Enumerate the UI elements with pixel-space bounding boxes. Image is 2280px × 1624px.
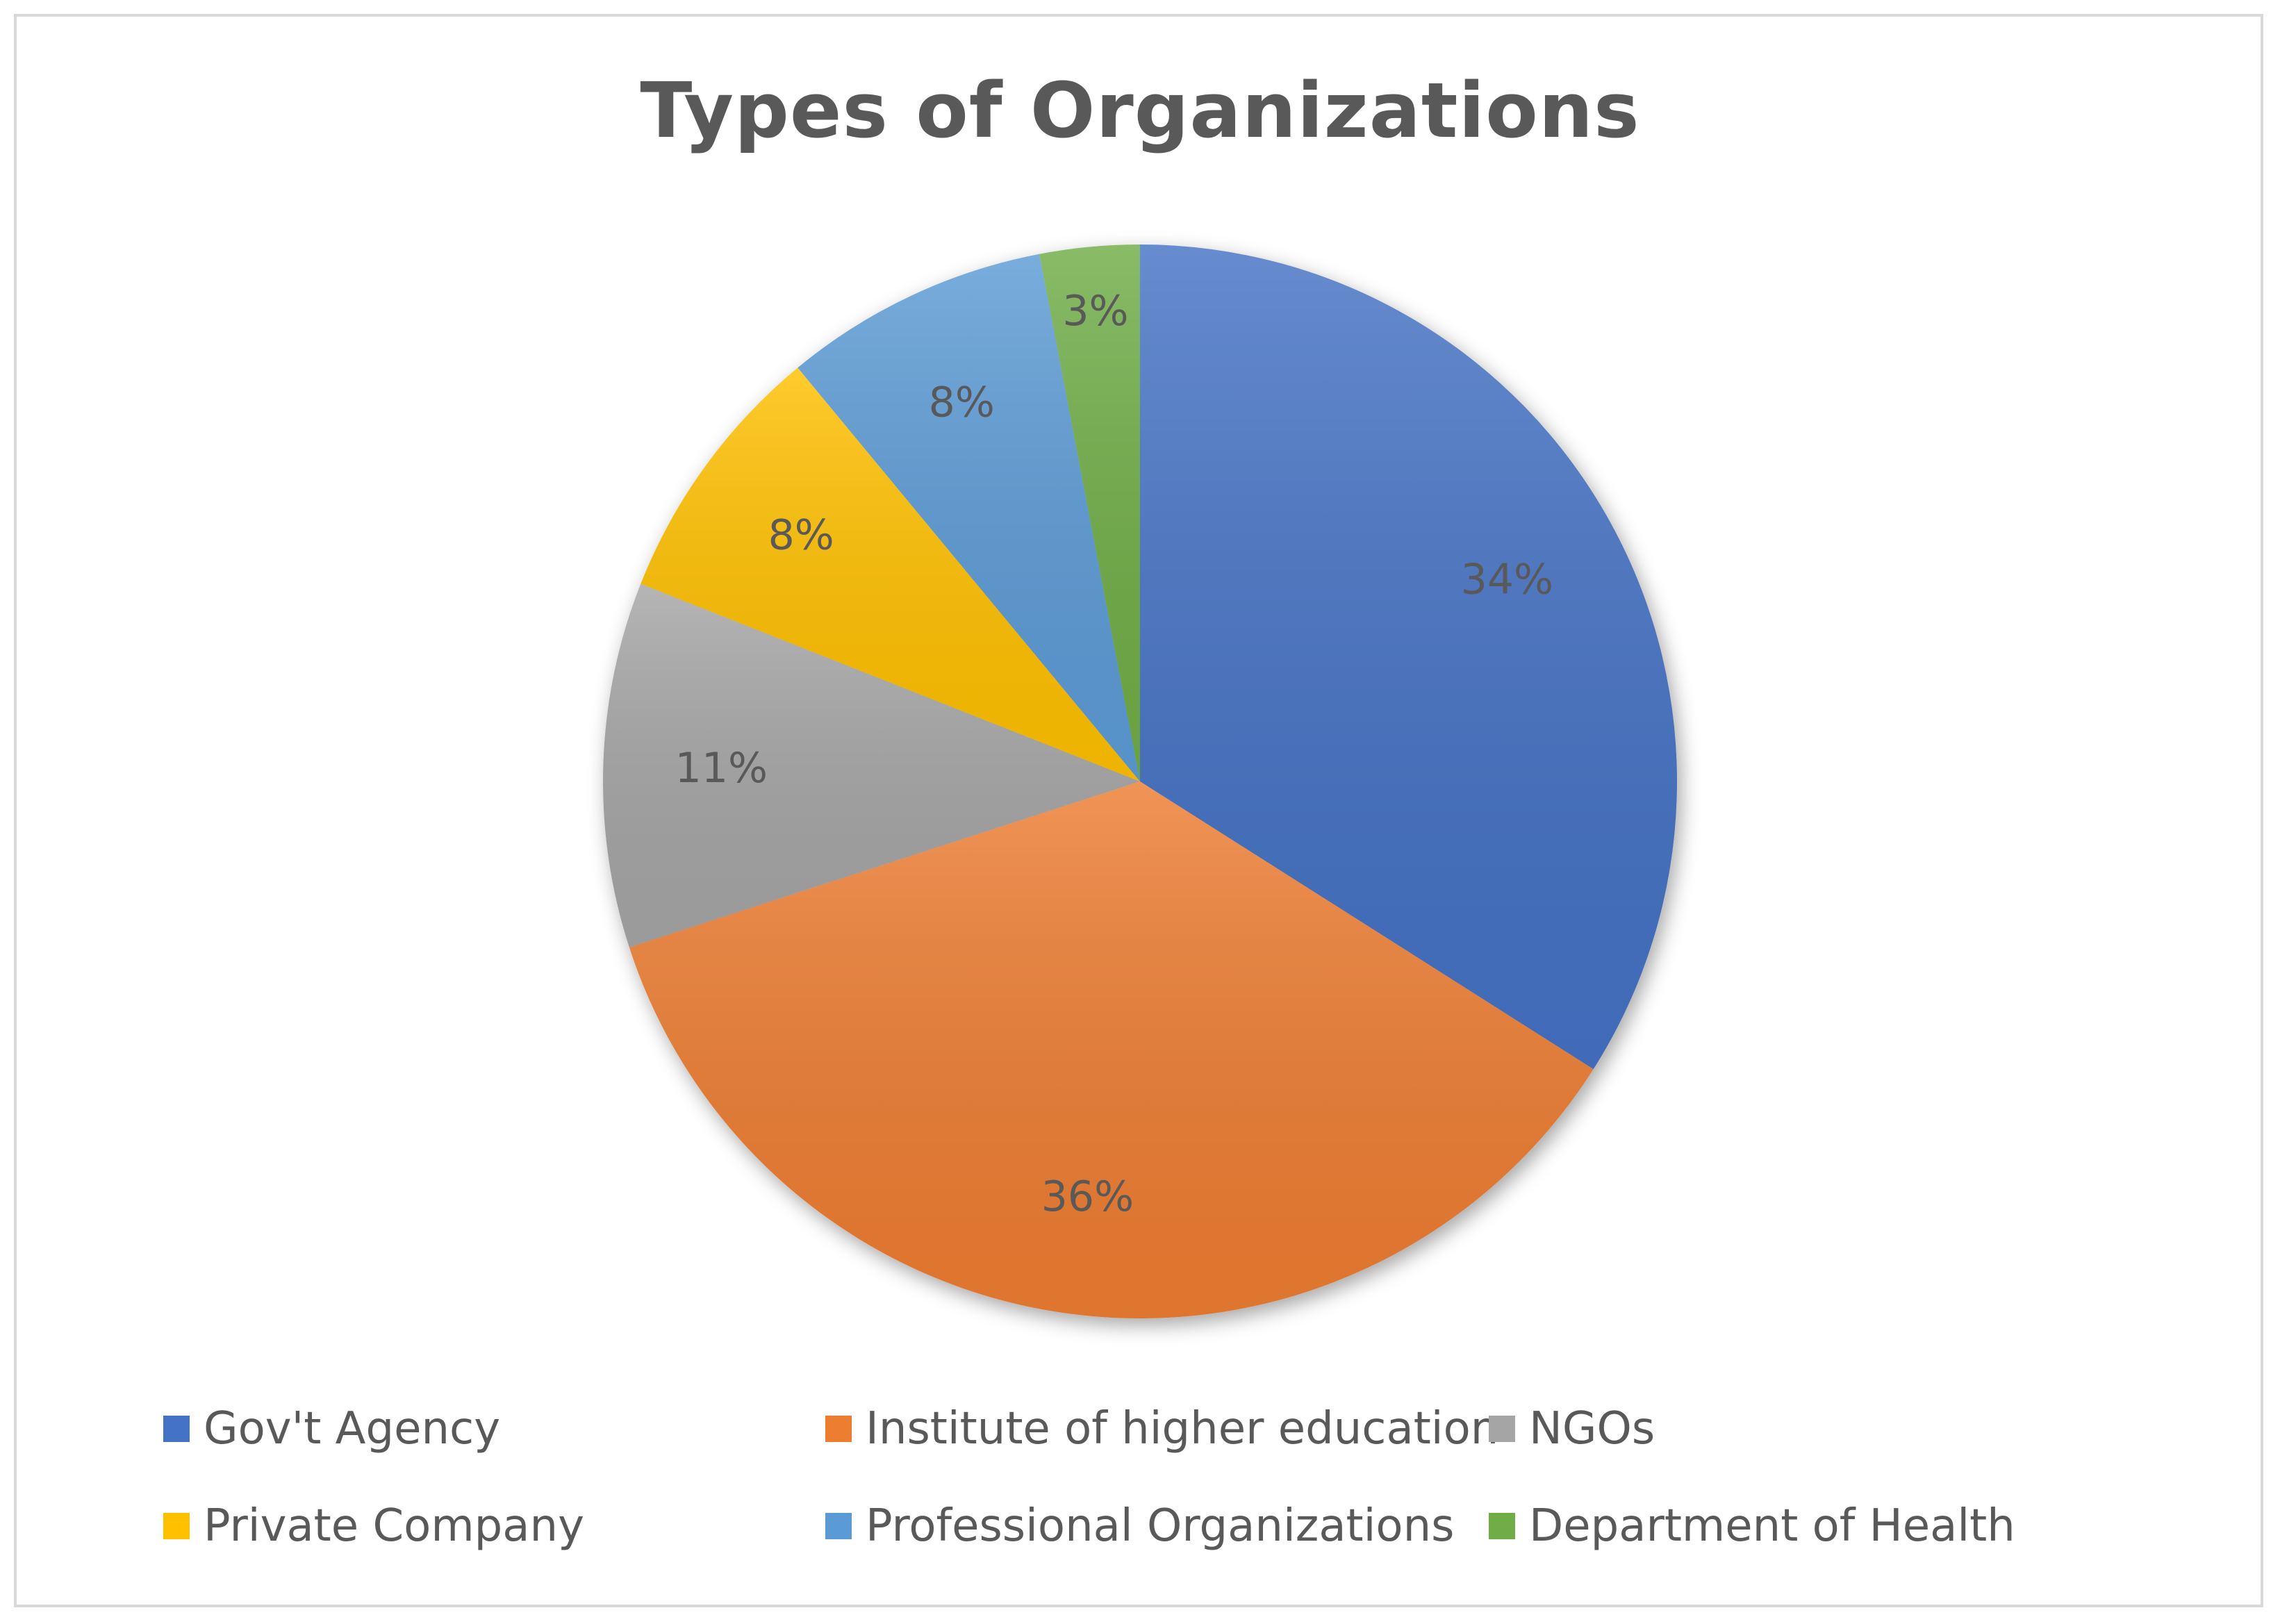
data-label-govt-agency: 34%: [1461, 556, 1553, 604]
pie-slice-shading: [602, 583, 1140, 947]
chart-title: Types of Organizations: [640, 66, 1640, 155]
pie-slice-shading: [641, 367, 1140, 781]
data-label-ngos: 11%: [675, 744, 768, 793]
data-label-private-company: 8%: [768, 511, 834, 560]
pie-slice-shading: [1039, 245, 1140, 781]
data-label-institute-higher-education: 36%: [1041, 1173, 1134, 1221]
pie-slice-shading: [1140, 245, 1677, 1070]
pie-slice-shading: [798, 254, 1140, 781]
pie-slice-shading: [629, 781, 1594, 1319]
data-label-department-of-health: 3%: [1062, 287, 1128, 335]
pie-data-labels: 34% 36% 11% 8% 8% 3%: [675, 287, 1553, 1221]
data-label-professional-organizations: 8%: [929, 378, 995, 426]
